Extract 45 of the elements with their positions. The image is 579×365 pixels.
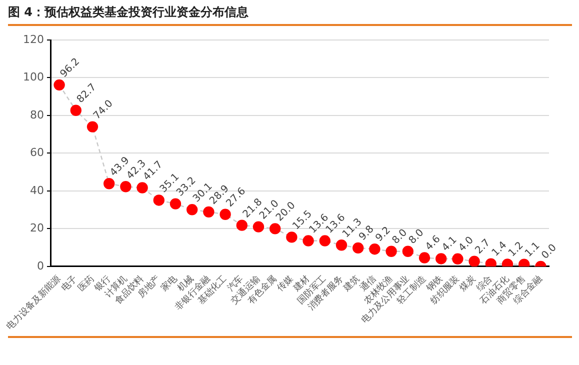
- point: [103, 178, 115, 190]
- y-tick-label: 80: [30, 108, 44, 122]
- point: [170, 198, 182, 210]
- point: [436, 253, 447, 264]
- y-tick-label: 100: [22, 70, 44, 84]
- point: [136, 182, 148, 194]
- data-label: 1.4: [490, 240, 510, 259]
- y-tick-label: 40: [30, 184, 44, 197]
- point: [386, 246, 397, 257]
- data-label: 8.0: [407, 227, 426, 246]
- point: [270, 223, 281, 234]
- point: [402, 246, 414, 257]
- point: [236, 220, 248, 231]
- point: [336, 240, 348, 251]
- point: [319, 235, 330, 246]
- y-tick-label: 20: [30, 222, 44, 235]
- point: [252, 221, 264, 232]
- point: [86, 121, 98, 132]
- point: [369, 243, 380, 255]
- data-label: 1.2: [506, 240, 526, 260]
- data-label: 0.0: [540, 242, 559, 262]
- point: [286, 232, 298, 243]
- data-label: 1.1: [523, 240, 542, 260]
- data-label: 4.0: [456, 234, 476, 254]
- chart-title: 图 4：预估权益类基金投资行业资金分布信息: [8, 4, 249, 21]
- point: [418, 252, 430, 264]
- point: [452, 253, 464, 265]
- y-tick-label: 120: [22, 32, 44, 46]
- point: [120, 181, 132, 192]
- point: [220, 208, 231, 220]
- point: [352, 242, 364, 254]
- data-label: 2.7: [473, 237, 492, 256]
- y-tick-label: 60: [30, 146, 44, 160]
- point: [186, 204, 198, 216]
- y-tick-label: 0: [36, 259, 44, 272]
- point: [468, 256, 480, 266]
- data-label: 9.2: [374, 225, 393, 244]
- data-label: 4.1: [440, 234, 460, 254]
- data-label: 4.6: [424, 234, 443, 253]
- point: [302, 235, 314, 246]
- point: [54, 79, 65, 91]
- point: [70, 104, 82, 116]
- data-label: 8.0: [390, 227, 410, 246]
- point: [203, 206, 214, 218]
- point: [153, 194, 164, 206]
